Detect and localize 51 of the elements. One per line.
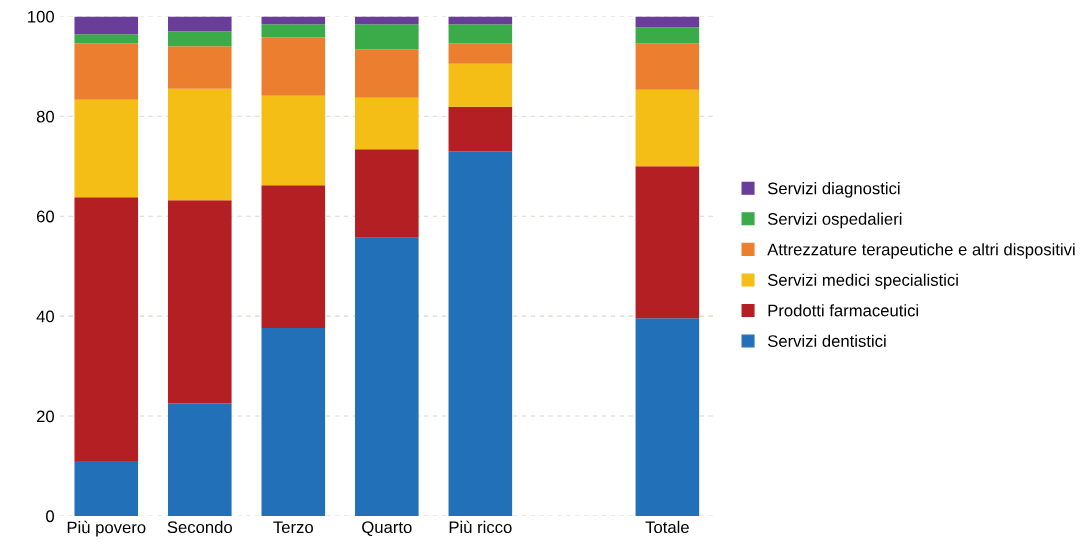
legend-label: Servizi ospedalieri: [767, 212, 902, 229]
legend-label: Prodotti farmaceutici: [768, 304, 918, 317]
bar: [355, 237, 419, 516]
y-tick-label: 40: [36, 310, 54, 323]
x-tick-label: Più povero: [67, 520, 146, 537]
bar: [448, 43, 513, 64]
legend-label: Servizi diagnostici: [767, 182, 900, 198]
bar: [448, 24, 513, 44]
x-tick-label: Secondo: [167, 520, 232, 534]
legend-label: Attrezzature terapeutiche e altri dispositivi: [767, 243, 1075, 259]
bar: [167, 403, 232, 516]
y-tick-label: 20: [36, 410, 54, 423]
x-tick-label: Quarto: [362, 521, 412, 537]
bar: [448, 151, 513, 516]
y-tick-label: 0: [46, 510, 54, 523]
bar: [448, 63, 513, 107]
bar: [635, 89, 700, 167]
bar: [261, 37, 326, 96]
y-tick-label: 60: [36, 210, 54, 223]
bar: [74, 43, 139, 100]
bar: [635, 43, 700, 90]
bar: [74, 461, 139, 516]
bar: [74, 34, 139, 44]
bar: [355, 149, 419, 238]
bar: [355, 49, 419, 98]
bar: [355, 97, 419, 150]
bar: [448, 106, 513, 152]
bar: [261, 24, 326, 38]
y-tick-label: 80: [36, 110, 54, 123]
bar: [261, 185, 326, 329]
bar: [261, 95, 326, 186]
y-tick-label: 100: [28, 10, 54, 23]
bar: [355, 24, 419, 50]
x-tick-label: Totale: [645, 520, 689, 534]
legend-label: Servizi medici specialistici: [767, 273, 958, 290]
legend-label: Servizi dentistici: [767, 334, 886, 347]
bar: [167, 31, 232, 47]
bar: [635, 318, 700, 516]
bar: [74, 16, 139, 35]
bar: [635, 166, 700, 319]
bar: [261, 328, 326, 516]
x-tick-label: Più ricco: [449, 520, 512, 534]
bar: [635, 27, 700, 44]
bar: [74, 99, 139, 198]
bar: [167, 200, 232, 404]
bar: [635, 16, 700, 28]
bar: [74, 197, 139, 462]
bar: [167, 88, 232, 201]
x-tick-label: Terzo: [273, 521, 313, 534]
bar: [167, 46, 232, 89]
bar: [167, 16, 232, 32]
